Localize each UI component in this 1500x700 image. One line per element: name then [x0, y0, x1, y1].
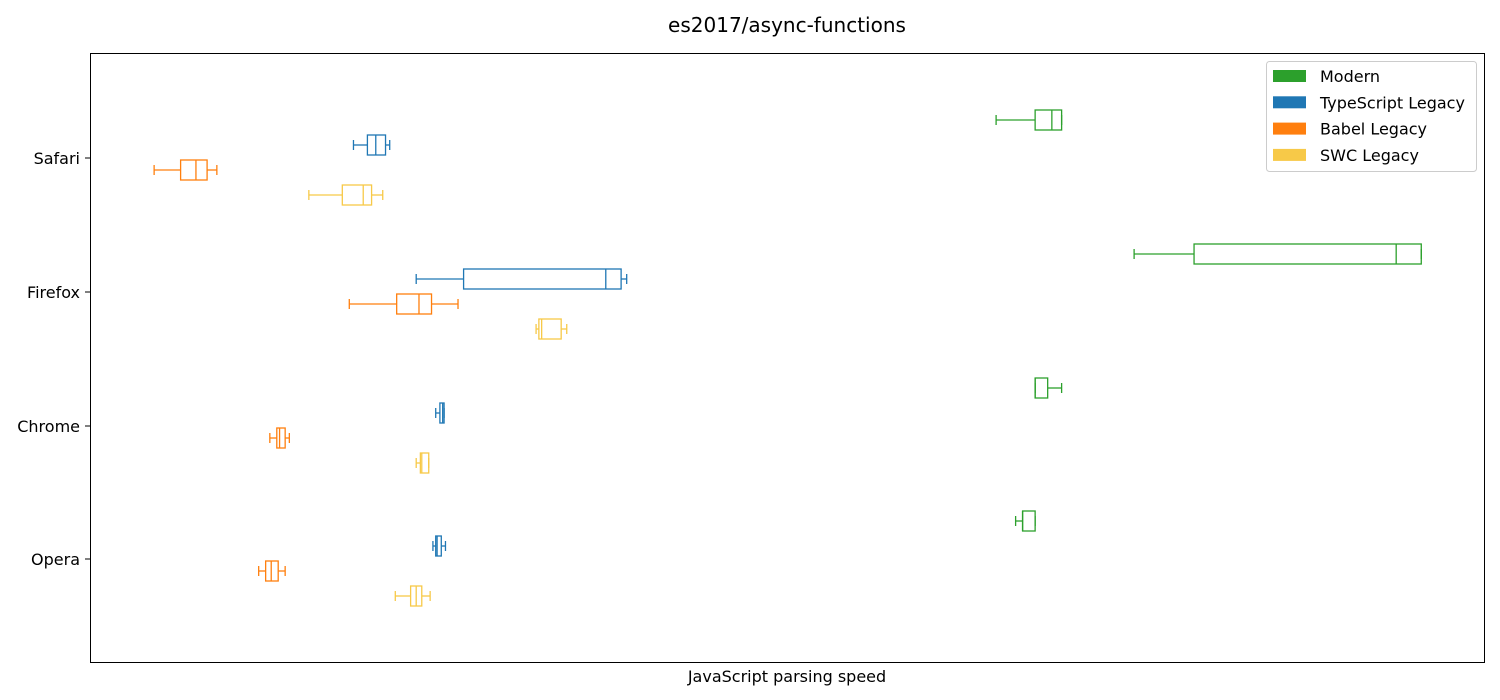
- legend-swatch-typescript-legacy: [1273, 96, 1306, 109]
- box-typescript-legacy-opera: [432, 535, 447, 557]
- box-swc-legacy-chrome-iqr: [419, 452, 430, 474]
- legend-label-babel-legacy: Babel Legacy: [1320, 120, 1427, 139]
- box-babel-legacy-safari: [153, 159, 218, 181]
- box-babel-legacy-opera-iqr: [264, 560, 279, 582]
- box-swc-legacy-opera: [394, 585, 431, 607]
- box-typescript-legacy-safari-iqr: [366, 134, 387, 156]
- legend-swatch-swc-legacy: [1273, 148, 1306, 161]
- chart-title: es2017/async-functions: [668, 13, 906, 37]
- box-typescript-legacy-opera-iqr: [435, 535, 442, 557]
- box-swc-legacy-chrome: [415, 452, 430, 474]
- legend-frame: [1266, 61, 1477, 172]
- series-babel-legacy: [153, 159, 459, 582]
- box-babel-legacy-firefox-iqr: [396, 293, 433, 315]
- box-typescript-legacy-chrome-iqr: [439, 402, 445, 424]
- legend-label-modern: Modern: [1320, 67, 1380, 86]
- box-series-group: [153, 109, 1422, 607]
- legend: Modern TypeScript Legacy Babel Legacy SWC L…: [1266, 61, 1477, 172]
- box-swc-legacy-firefox: [535, 318, 568, 340]
- box-modern-opera: [1014, 510, 1036, 532]
- legend-label-swc-legacy: SWC Legacy: [1320, 146, 1419, 165]
- y-tick-label-chrome: Chrome: [17, 417, 80, 436]
- box-modern-safari: [995, 109, 1063, 131]
- box-swc-legacy-firefox-iqr: [538, 318, 562, 340]
- box-swc-legacy-safari: [308, 184, 384, 206]
- box-babel-legacy-opera: [258, 560, 286, 582]
- legend-swatch-modern: [1273, 70, 1306, 82]
- box-modern-firefox-iqr: [1193, 243, 1422, 265]
- x-axis-label: JavaScript parsing speed: [687, 667, 886, 686]
- box-swc-legacy-safari-iqr: [341, 184, 373, 206]
- box-typescript-legacy-chrome: [435, 402, 445, 424]
- box-babel-legacy-chrome: [269, 427, 290, 449]
- series-swc-legacy: [308, 184, 568, 607]
- series-typescript-legacy: [352, 134, 628, 557]
- box-modern-opera-iqr: [1021, 510, 1036, 532]
- box-typescript-legacy-safari: [352, 134, 391, 156]
- box-modern-chrome: [1034, 377, 1063, 399]
- series-modern: [995, 109, 1422, 532]
- plot-frame: [90, 53, 1485, 663]
- y-axis: Safari Firefox Chrome Opera: [17, 149, 90, 569]
- y-tick-label-firefox: Firefox: [27, 283, 80, 302]
- box-modern-firefox: [1133, 243, 1422, 265]
- box-babel-legacy-chrome-iqr: [276, 427, 286, 449]
- legend-swatch-babel-legacy: [1273, 122, 1306, 135]
- box-modern-chrome-iqr: [1034, 377, 1049, 399]
- box-babel-legacy-firefox: [348, 293, 459, 315]
- legend-label-typescript-legacy: TypeScript Legacy: [1319, 93, 1465, 112]
- box-typescript-legacy-firefox-iqr: [462, 268, 622, 290]
- y-tick-label-opera: Opera: [31, 550, 80, 569]
- y-tick-label-safari: Safari: [34, 149, 80, 168]
- box-modern-safari-iqr: [1034, 109, 1063, 131]
- box-babel-legacy-safari-iqr: [179, 159, 208, 181]
- box-typescript-legacy-firefox: [415, 268, 628, 290]
